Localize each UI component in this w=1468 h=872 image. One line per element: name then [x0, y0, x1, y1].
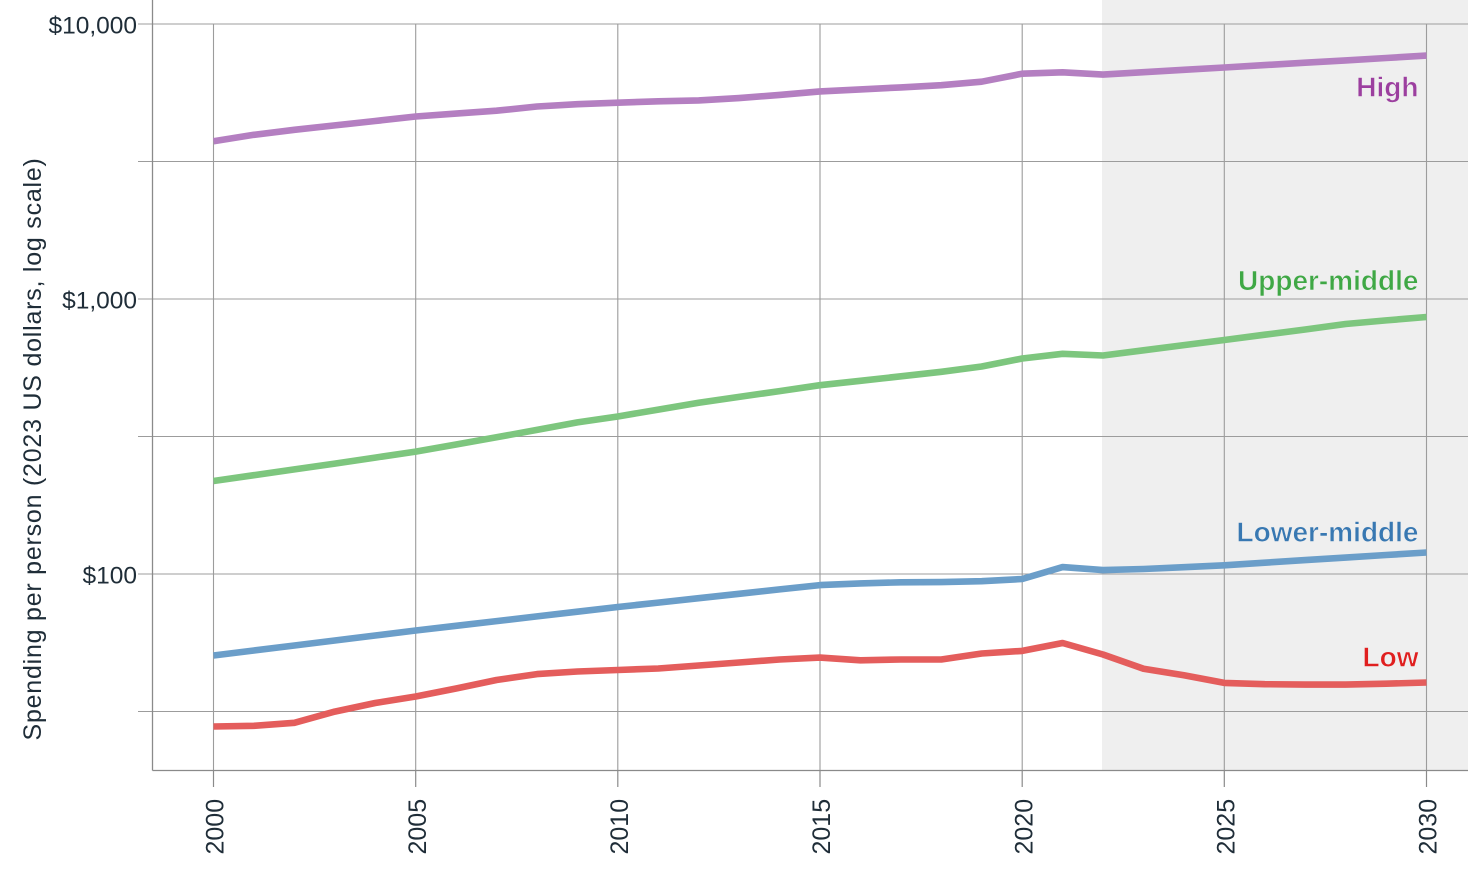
- svg-text:2010: 2010: [606, 799, 634, 855]
- svg-text:Lower-middle: Lower-middle: [1236, 516, 1418, 547]
- svg-text:$1,000: $1,000: [62, 287, 137, 314]
- svg-text:High: High: [1356, 71, 1418, 102]
- svg-text:2000: 2000: [202, 799, 230, 855]
- svg-text:Upper-middle: Upper-middle: [1238, 265, 1418, 296]
- svg-text:2030: 2030: [1415, 799, 1443, 855]
- svg-text:$10,000: $10,000: [48, 12, 137, 39]
- svg-text:2020: 2020: [1010, 799, 1038, 855]
- svg-text:$100: $100: [82, 562, 137, 589]
- svg-text:2015: 2015: [808, 799, 836, 855]
- svg-text:Spending per person (2023 US d: Spending per person (2023 US dollars, lo…: [19, 157, 47, 740]
- svg-text:2025: 2025: [1213, 799, 1241, 855]
- svg-text:Low: Low: [1363, 642, 1419, 673]
- svg-text:2005: 2005: [404, 799, 432, 855]
